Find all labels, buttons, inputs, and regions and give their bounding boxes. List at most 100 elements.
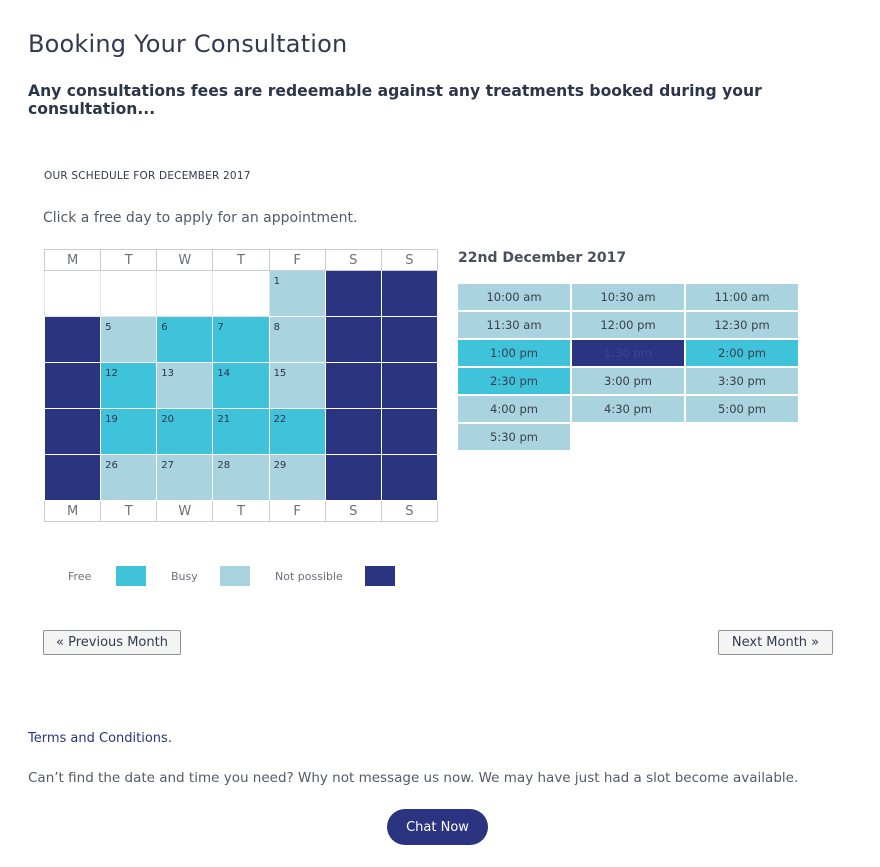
calendar-day-6[interactable]: 6 [156,316,214,363]
footer-message: Can’t find the date and time you need? W… [28,770,799,786]
calendar-day-17: 17 [380,362,439,409]
day-number: 3 [385,276,393,287]
day-number: 31 [385,460,399,471]
calendar-day-29: 29 [268,454,326,501]
calendar-empty-cell [212,270,270,317]
day-number: 26 [105,460,118,471]
time-slot: 12:30 pm [686,312,798,338]
time-slot: 12:00 pm [572,312,684,338]
calendar-day-10: 10 [380,316,439,363]
calendar-day-25: 25 [43,454,102,501]
calendar-day-18: 18 [43,408,102,455]
weekday-footer-1: T [100,500,158,522]
schedule-instructions: Click a free day to apply for an appoint… [43,210,358,226]
weekday-footer-5: S [324,500,382,522]
calendar-day-3: 3 [380,270,439,317]
weekday-footer-6: S [380,500,439,522]
calendar-day-7[interactable]: 7 [212,316,270,363]
calendar-day-20[interactable]: 20 [156,408,214,455]
day-number: 22 [273,414,287,425]
calendar-day-23: 23 [324,408,382,455]
day-number: 12 [105,368,118,379]
time-slot: 4:00 pm [458,396,570,422]
time-slot: 11:00 am [686,284,798,310]
weekday-footer-3: T [212,500,270,522]
calendar-week: 1 2 3 [43,270,439,317]
day-number: 8 [273,322,280,333]
time-slot: 11:30 am [458,312,570,338]
legend-busy-swatch [220,566,250,586]
weekday-header-3: T [212,249,270,271]
page-title: Booking Your Consultation [28,30,348,58]
calendar-day-30: 30 [324,454,382,501]
calendar-day-19[interactable]: 19 [100,408,158,455]
day-number: 27 [161,460,175,471]
calendar-day-13: 13 [156,362,214,409]
calendar-week: 11 12 13 14 15 16 17 [43,362,439,409]
day-number: 5 [105,322,112,333]
day-number: 7 [217,322,224,333]
calendar-day-12[interactable]: 12 [100,362,158,409]
time-slot[interactable]: 2:30 pm [458,368,570,394]
calendar-day-16: 16 [324,362,382,409]
time-slot: 4:30 pm [572,396,684,422]
day-number: 6 [161,322,168,333]
day-number: 4 [49,322,56,333]
day-number: 30 [329,460,343,471]
calendar-day-11: 11 [43,362,102,409]
day-number: 21 [217,414,231,425]
day-number: 17 [385,368,399,379]
day-number: 2 [329,276,337,287]
weekday-footer-2: W [156,500,214,522]
time-slot[interactable]: 2:00 pm [686,340,798,366]
day-number: 13 [161,368,175,379]
calendar-empty-cell [156,270,214,317]
calendar-day-1: 1 [268,270,326,317]
calendar-day-2: 2 [324,270,382,317]
weekday-footer-0: M [43,500,102,522]
calendar-day-15: 15 [268,362,326,409]
selected-date-heading: 22nd December 2017 [458,250,627,266]
terms-and-conditions-link[interactable]: Terms and Conditions. [28,731,172,746]
weekday-header-5: S [324,249,382,271]
calendar-day-21[interactable]: 21 [212,408,270,455]
day-number: 23 [329,414,343,425]
calendar-week: 18 19 20 21 22 23 24 [43,408,439,455]
day-number: 28 [217,460,231,471]
chat-now-button[interactable]: Chat Now [387,809,488,845]
time-slot[interactable]: 1:00 pm [458,340,570,366]
legend-not-possible-label: Not possible [275,570,343,583]
next-month-button[interactable]: Next Month » [718,630,833,655]
calendar-day-26: 26 [100,454,158,501]
calendar-week: 4 5 6 7 8 9 10 [43,316,439,363]
time-slot-grid: 10:00 am 10:30 am 11:00 am 11:30 am 12:00 pm… [458,284,802,450]
calendar-day-8: 8 [268,316,326,363]
calendar-body: 1 2 3 4 5 6 7 8 9 10 11 12 13 14 15 16 17 18 19 20 21 22 23 24 2… [43,270,439,501]
day-number: 14 [217,368,231,379]
calendar-day-22[interactable]: 22 [268,408,326,455]
time-slot: 1:30 pm [572,340,684,366]
calendar-day-24: 24 [380,408,439,455]
day-number: 19 [105,414,118,425]
calendar-day-9: 9 [324,316,382,363]
day-number: 11 [49,368,62,379]
calendar-empty-cell [43,270,102,317]
calendar-empty-cell [100,270,158,317]
calendar-day-27: 27 [156,454,214,501]
weekday-header-2: W [156,249,214,271]
calendar-day-5: 5 [100,316,158,363]
weekday-footer-4: F [268,500,326,522]
calendar-day-31: 31 [380,454,439,501]
calendar-day-14[interactable]: 14 [212,362,270,409]
legend-not-possible-swatch [365,566,395,586]
time-slot: 3:30 pm [686,368,798,394]
day-number: 10 [385,322,399,333]
previous-month-button[interactable]: « Previous Month [43,630,181,655]
day-number: 29 [273,460,287,471]
legend-busy-label: Busy [171,570,198,583]
time-slot: 10:00 am [458,284,570,310]
weekday-header-6: S [380,249,439,271]
